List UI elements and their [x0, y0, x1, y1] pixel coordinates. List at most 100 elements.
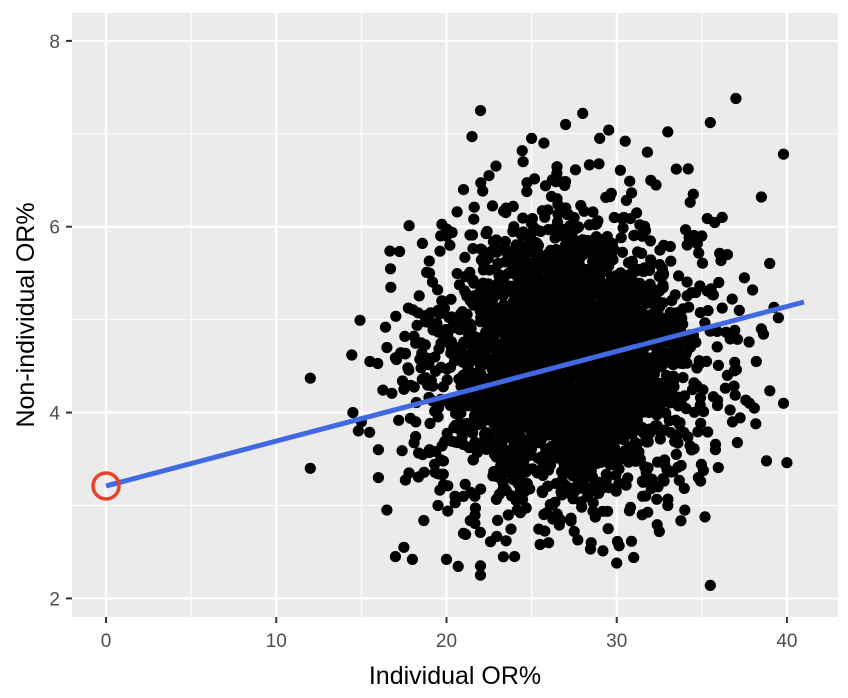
data-point: [457, 490, 470, 502]
data-point: [611, 535, 624, 548]
data-point: [487, 236, 499, 248]
data-point: [577, 401, 590, 413]
data-point: [423, 314, 435, 326]
data-point: [604, 330, 616, 342]
data-point: [423, 359, 435, 371]
data-point: [662, 354, 674, 366]
data-point: [639, 309, 651, 321]
data-point: [605, 411, 617, 424]
data-point: [464, 318, 476, 330]
data-point: [586, 244, 598, 256]
data-point: [385, 281, 397, 293]
data-point: [416, 237, 428, 249]
data-point: [516, 442, 528, 454]
highlight-circle: [91, 471, 121, 501]
data-point: [568, 345, 580, 357]
data-point: [664, 240, 676, 253]
data-point: [605, 321, 617, 333]
data-point: [379, 321, 392, 333]
data-point: [593, 158, 605, 170]
data-point: [384, 263, 397, 275]
data-point: [402, 362, 414, 374]
data-point: [472, 300, 484, 312]
data-point: [561, 413, 574, 425]
data-point: [449, 436, 461, 448]
data-point: [413, 290, 425, 302]
data-point: [494, 313, 506, 325]
highlight-group: [91, 471, 121, 501]
data-point: [480, 326, 492, 338]
data-point: [750, 418, 762, 430]
data-point: [518, 455, 530, 467]
data-point: [612, 361, 624, 373]
data-point: [596, 444, 608, 456]
data-point: [500, 535, 512, 547]
data-point: [572, 534, 584, 546]
data-point: [540, 443, 552, 455]
data-point: [619, 135, 631, 147]
data-point: [712, 462, 724, 474]
data-point: [468, 367, 480, 379]
data-point: [483, 283, 495, 295]
data-point: [569, 164, 582, 176]
data-point: [663, 415, 676, 427]
data-point: [631, 351, 644, 363]
data-point: [528, 222, 540, 234]
data-point: [731, 437, 744, 449]
data-point: [439, 333, 451, 345]
data-point: [555, 422, 567, 434]
data-point: [500, 202, 512, 214]
data-point: [615, 290, 628, 302]
data-point: [743, 336, 755, 348]
data-point: [424, 417, 436, 430]
data-point: [372, 444, 384, 456]
data-point: [627, 359, 640, 371]
data-point: [695, 417, 707, 429]
data-point: [490, 305, 502, 317]
data-point: [446, 226, 458, 239]
data-point: [669, 289, 681, 301]
data-point: [575, 306, 587, 318]
data-point: [475, 243, 487, 255]
data-point: [496, 436, 508, 448]
data-point: [354, 314, 366, 326]
data-point: [537, 385, 549, 397]
data-point: [553, 351, 565, 363]
data-point: [393, 414, 405, 426]
data-point: [437, 381, 449, 393]
data-point: [505, 523, 517, 535]
data-point: [526, 213, 539, 225]
data-point: [432, 499, 444, 512]
data-point: [467, 454, 479, 466]
data-point: [659, 458, 671, 470]
y-tick-label: 6: [49, 218, 60, 239]
data-point: [733, 304, 745, 316]
data-point: [541, 507, 553, 519]
data-point: [711, 399, 724, 412]
data-point: [460, 271, 472, 283]
data-point: [593, 334, 605, 346]
data-point: [408, 437, 420, 449]
data-point: [743, 397, 756, 409]
x-tick-label: 40: [776, 631, 797, 652]
data-point: [650, 354, 662, 366]
data-point: [484, 342, 496, 354]
data-point: [603, 124, 615, 136]
data-point: [629, 326, 642, 338]
data-point: [539, 180, 552, 192]
data-point: [437, 295, 449, 307]
data-point: [729, 356, 741, 368]
data-point: [644, 423, 656, 435]
data-point: [654, 259, 666, 271]
y-tick-label: 4: [49, 404, 60, 425]
data-point: [731, 333, 744, 345]
data-point: [653, 525, 665, 538]
data-point: [492, 471, 504, 483]
data-point: [551, 435, 563, 447]
data-point: [627, 316, 639, 328]
data-point: [467, 441, 479, 453]
data-point: [570, 414, 582, 426]
data-point: [514, 431, 526, 444]
data-point: [558, 275, 570, 288]
